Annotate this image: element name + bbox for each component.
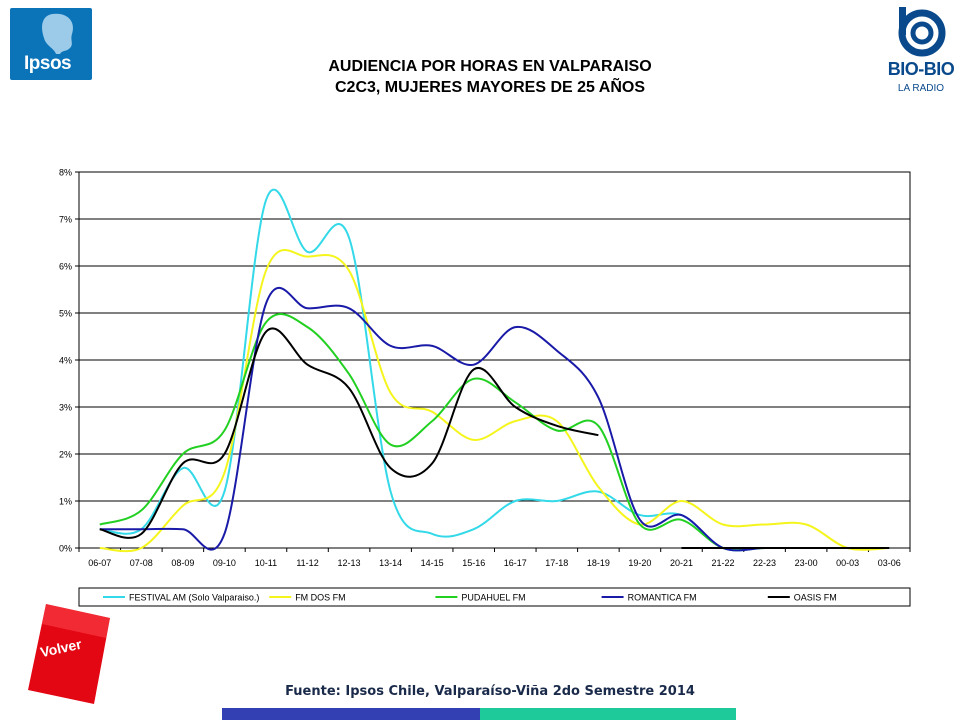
x-tick-label: 15-16 bbox=[462, 558, 485, 568]
x-tick-label: 06-07 bbox=[88, 558, 111, 568]
series-lines bbox=[99, 188, 890, 553]
gridlines bbox=[79, 218, 910, 502]
ipsos-logo-text: Ipsos bbox=[24, 53, 72, 74]
y-tick-label: 1% bbox=[59, 497, 72, 507]
footer-bar-blue bbox=[222, 708, 480, 720]
x-tick-label: 00-03 bbox=[836, 558, 859, 568]
legend: FESTIVAL AM (Solo Valparaiso.) FM DOS FM P… bbox=[78, 587, 911, 607]
y-tick-label: 2% bbox=[59, 450, 72, 460]
legend-label: ROMANTICA FM bbox=[628, 593, 697, 603]
x-tick-label: 03-06 bbox=[878, 558, 901, 568]
ipsos-logo: Ipsos bbox=[10, 8, 92, 80]
chart-title: AUDIENCIA POR HORAS EN VALPARAISO bbox=[328, 58, 652, 75]
x-tick-label: 16-17 bbox=[504, 558, 527, 568]
y-axis: 0% 1% 2% 3% 4% 5% 6% 7% 8% bbox=[59, 168, 79, 554]
y-tick-label: 7% bbox=[59, 215, 72, 225]
x-tick-label: 09-10 bbox=[213, 558, 236, 568]
y-tick-label: 6% bbox=[59, 262, 72, 272]
volver-button-shape bbox=[28, 604, 110, 704]
x-tick-label: 21-22 bbox=[712, 558, 735, 568]
x-tick-label: 10-11 bbox=[255, 558, 277, 568]
source-note: Fuente: Ipsos Chile, Valparaíso-Viña 2do… bbox=[285, 684, 695, 699]
x-tick-label: 13-14 bbox=[379, 558, 402, 568]
legend-label: PUDAHUEL FM bbox=[461, 593, 525, 603]
biobio-logo-subtext: LA RADIO bbox=[897, 83, 945, 94]
y-tick-label: 8% bbox=[59, 168, 72, 178]
legend-label: OASIS FM bbox=[794, 593, 837, 603]
x-tick-label: 22-23 bbox=[753, 558, 776, 568]
x-tick-label: 11-12 bbox=[296, 558, 318, 568]
biobio-mark-icon bbox=[898, 7, 946, 57]
ipsos-face-icon bbox=[42, 13, 74, 54]
x-tick-label: 23-00 bbox=[795, 558, 818, 568]
x-tick-label: 17-18 bbox=[545, 558, 568, 568]
x-tick-label: 08-09 bbox=[171, 558, 194, 568]
y-tick-label: 3% bbox=[59, 403, 72, 413]
x-tick-label: 14-15 bbox=[421, 558, 444, 568]
series-line-romantica-fm bbox=[99, 286, 890, 552]
series-line-fm-dos-fm bbox=[99, 249, 890, 553]
legend-label: FM DOS FM bbox=[295, 593, 346, 603]
legend-box bbox=[78, 587, 911, 607]
x-tick-label: 18-19 bbox=[587, 558, 610, 568]
volver-button[interactable]: Volver bbox=[28, 604, 110, 704]
chart-subtitle: C2C3, MUJERES MAYORES DE 25 AÑOS bbox=[334, 79, 645, 96]
footer-bar-green bbox=[480, 708, 736, 720]
x-axis: 06-07 07-08 08-09 09-10 10-11 11-12 12-13 13-14… bbox=[78, 548, 911, 568]
biobio-logo-text: BIO-BIO bbox=[887, 59, 955, 79]
series-line-oasis-fm bbox=[99, 327, 599, 539]
x-tick-label: 12-13 bbox=[338, 558, 361, 568]
x-tick-label: 07-08 bbox=[130, 558, 153, 568]
legend-label: FESTIVAL AM (Solo Valparaiso.) bbox=[129, 593, 259, 603]
y-tick-label: 5% bbox=[59, 309, 72, 319]
x-tick-label: 20-21 bbox=[670, 558, 693, 568]
y-tick-label: 0% bbox=[59, 544, 72, 554]
y-tick-label: 4% bbox=[59, 356, 72, 366]
x-tick-label: 19-20 bbox=[628, 558, 651, 568]
biobio-logo: BIO-BIO LA RADIO bbox=[886, 5, 956, 100]
